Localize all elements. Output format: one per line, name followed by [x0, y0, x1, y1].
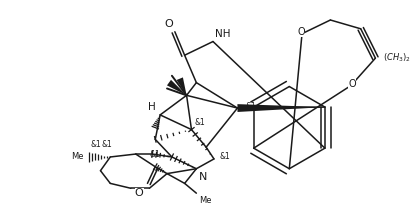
Text: &1: &1	[194, 118, 205, 127]
Text: O: O	[164, 19, 173, 29]
Polygon shape	[176, 77, 187, 95]
Text: &1: &1	[220, 152, 230, 162]
Text: &1: &1	[102, 140, 113, 149]
Text: H: H	[148, 102, 155, 112]
Polygon shape	[238, 104, 325, 112]
Polygon shape	[167, 80, 187, 95]
Text: &1: &1	[245, 102, 256, 110]
Text: NH: NH	[215, 29, 230, 39]
Text: Me: Me	[199, 196, 212, 205]
Text: Me: Me	[72, 152, 84, 162]
Text: O: O	[135, 188, 144, 198]
Text: $(CH_3)_2$: $(CH_3)_2$	[383, 52, 411, 64]
Text: O: O	[348, 79, 356, 89]
Text: &1: &1	[91, 140, 102, 149]
Text: &1: &1	[149, 150, 160, 158]
Text: N: N	[199, 172, 208, 182]
Text: O: O	[297, 27, 305, 37]
